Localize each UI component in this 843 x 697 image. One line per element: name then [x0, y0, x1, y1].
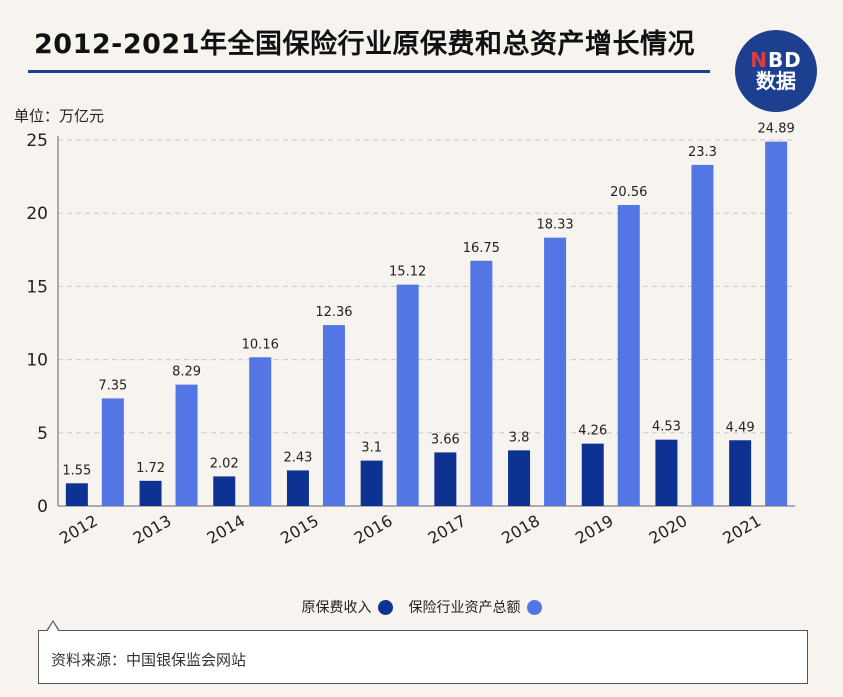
y-tick-label: 20 [26, 204, 48, 224]
x-tick-label: 2021 [719, 511, 764, 548]
bar-assets [544, 237, 567, 506]
data-label-assets: 8.29 [172, 365, 201, 380]
data-label-premium: 2.02 [210, 456, 239, 471]
bar-premium [581, 443, 604, 506]
logo-text-top: NBD [750, 48, 802, 72]
y-tick-label: 15 [26, 277, 48, 297]
y-tick-label: 5 [37, 424, 48, 444]
bar-assets [617, 205, 640, 507]
bar-premium [360, 460, 383, 506]
data-label-premium: 1.55 [62, 463, 91, 478]
x-tick-label: 2014 [203, 511, 248, 548]
data-label-premium: 3.1 [361, 441, 382, 456]
bar-premium [139, 480, 162, 506]
data-label-assets: 7.35 [98, 378, 127, 393]
y-tick-label: 10 [26, 351, 48, 371]
bar-assets [470, 260, 493, 506]
data-label-assets: 24.89 [758, 122, 795, 137]
bar-premium [655, 439, 678, 506]
bar-premium [508, 450, 531, 506]
x-tick-label: 2012 [56, 511, 101, 548]
y-tick-label: 0 [37, 497, 48, 517]
chart-title: 2012-2021年全国保险行业原保费和总资产增长情况 [34, 29, 695, 60]
x-tick-label: 2019 [572, 511, 617, 548]
x-tick-label: 2017 [425, 511, 470, 548]
bar-premium [65, 483, 88, 506]
data-label-assets: 16.75 [463, 241, 500, 256]
data-label-assets: 15.12 [389, 265, 426, 280]
x-tick-label: 2020 [646, 511, 691, 548]
data-label-assets: 10.16 [242, 337, 279, 352]
legend: 原保费收入 保险行业资产总额 [0, 597, 843, 617]
source-box-notch-fill [47, 622, 59, 632]
data-label-assets: 18.33 [536, 218, 573, 233]
data-label-assets: 20.56 [610, 185, 647, 200]
data-label-premium: 1.72 [136, 461, 165, 476]
logo-text-bottom: 数据 [756, 69, 796, 93]
data-label-premium: 4.49 [726, 420, 755, 435]
legend-item-assets: 保险行业资产总额 [409, 597, 542, 617]
title-underline [28, 70, 710, 73]
nbd-logo: NBD 数据 [735, 30, 817, 112]
bar-assets [396, 284, 419, 506]
source-box: 资料来源：中国银保监会网站 [38, 630, 808, 684]
legend-label-premium: 原保费收入 [301, 600, 372, 616]
legend-dot-premium [377, 599, 393, 615]
source-text: 资料来源：中国银保监会网站 [51, 651, 247, 669]
bar-assets [101, 398, 124, 506]
legend-dot-assets [526, 599, 542, 615]
bar-assets [691, 164, 714, 506]
legend-label-assets: 保险行业资产总额 [408, 600, 521, 616]
bar-premium [729, 440, 752, 506]
data-label-premium: 2.43 [283, 450, 312, 465]
bar-premium [286, 470, 309, 506]
data-label-premium: 4.53 [652, 420, 681, 435]
unit-label: 单位：万亿元 [14, 107, 105, 125]
x-tick-label: 2015 [277, 511, 322, 548]
data-label-assets: 23.3 [688, 145, 717, 160]
bar-premium [213, 476, 236, 506]
bar-assets [765, 141, 788, 506]
y-tick-label: 25 [26, 131, 48, 151]
x-tick-label: 2018 [498, 511, 543, 548]
data-label-premium: 3.66 [431, 432, 460, 447]
data-label-premium: 3.8 [509, 430, 530, 445]
bar-assets [322, 325, 345, 506]
bar-assets [175, 384, 198, 506]
bar-premium [434, 452, 457, 506]
x-tick-label: 2016 [351, 511, 396, 548]
legend-item-premium: 原保费收入 [302, 597, 393, 617]
data-label-assets: 12.36 [315, 305, 352, 320]
bar-assets [249, 357, 272, 506]
bar-chart: 0 5 10 15 20 25 1.55 7.35 2012 1.72 8.29 2013 2.02 10… [26, 122, 795, 548]
x-tick-label: 2013 [130, 511, 175, 548]
data-label-premium: 4.26 [578, 424, 607, 439]
